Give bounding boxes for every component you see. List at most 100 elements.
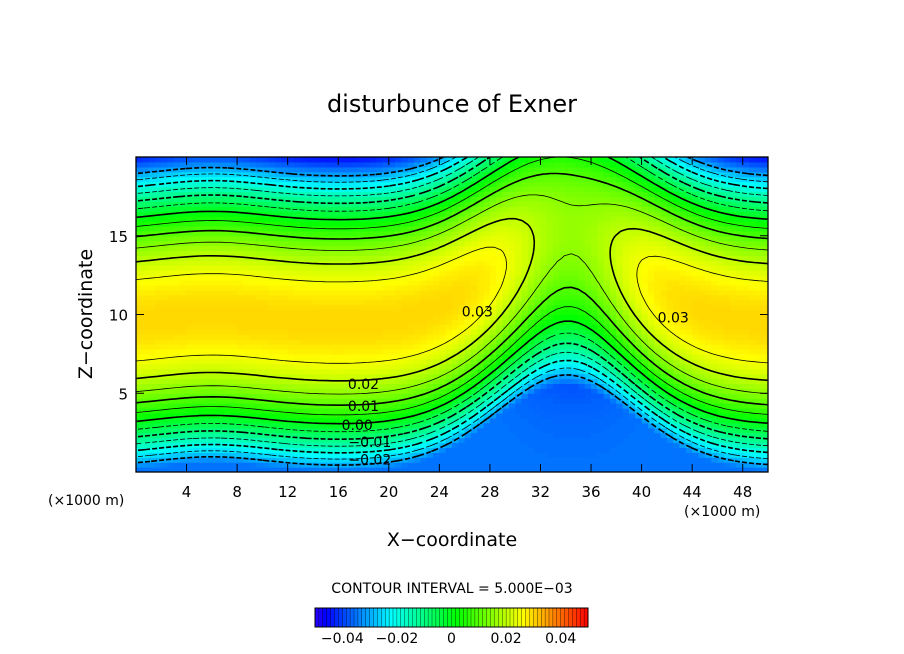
field-cell — [407, 166, 415, 173]
field-cell — [578, 176, 586, 183]
field-cell — [603, 462, 611, 468]
field-cell — [622, 250, 630, 257]
field-cell — [540, 339, 548, 345]
field-cell — [420, 324, 428, 330]
field-cell — [597, 309, 605, 316]
field-cell — [331, 388, 339, 394]
field-cell — [237, 462, 245, 468]
field-cell — [186, 176, 194, 183]
field-cell — [452, 240, 459, 247]
field-cell — [546, 220, 554, 227]
field-cell — [338, 442, 346, 448]
field-cell — [218, 334, 226, 340]
field-cell — [243, 348, 251, 355]
field-cell — [199, 240, 207, 247]
field-cell — [502, 334, 510, 340]
field-cell — [275, 240, 282, 247]
field-cell — [489, 314, 497, 321]
field-cell — [237, 314, 245, 321]
field-cell — [420, 220, 428, 227]
field-cell — [294, 181, 301, 188]
field-cell — [369, 275, 377, 281]
field-cell — [553, 314, 561, 321]
field-cell — [344, 294, 352, 301]
field-cell — [439, 245, 447, 252]
field-cell — [300, 191, 308, 197]
field-cell — [610, 171, 617, 178]
field-cell — [420, 314, 428, 321]
field-cell — [534, 294, 542, 301]
field-cell — [426, 427, 434, 434]
field-cell — [382, 393, 390, 399]
field-cell — [319, 412, 327, 419]
field-cell — [572, 368, 579, 375]
field-cell — [521, 329, 529, 335]
field-cell — [344, 437, 352, 444]
field-cell — [496, 437, 504, 444]
field-cell — [508, 412, 516, 419]
field-cell — [287, 201, 295, 207]
field-cell — [540, 289, 548, 296]
field-cell — [508, 462, 516, 468]
field-cell — [281, 250, 289, 257]
field-cell — [325, 319, 333, 325]
field-cell — [173, 265, 181, 271]
field-cell — [584, 447, 592, 453]
field-cell — [508, 280, 516, 286]
field-cell — [161, 309, 169, 316]
field-cell — [433, 260, 440, 266]
field-cell — [211, 166, 219, 173]
field-cell — [496, 196, 504, 202]
field-cell — [154, 442, 162, 448]
field-cell — [325, 299, 333, 306]
field-cell — [275, 334, 282, 340]
field-cell — [142, 324, 150, 330]
field-cell — [388, 216, 396, 222]
field-cell — [224, 314, 232, 321]
field-cell — [136, 422, 143, 429]
field-cell — [616, 358, 624, 365]
field-cell — [382, 373, 390, 380]
field-cell — [256, 324, 263, 330]
field-cell — [489, 284, 497, 291]
field-cell — [350, 437, 358, 444]
field-cell — [610, 309, 617, 316]
field-cell — [572, 171, 579, 178]
field-cell — [458, 299, 466, 306]
field-cell — [275, 225, 282, 232]
field-cell — [192, 265, 200, 271]
field-cell — [388, 324, 396, 330]
field-cell — [527, 186, 535, 193]
field-cell — [319, 191, 327, 197]
field-cell — [616, 230, 624, 237]
field-cell — [420, 408, 428, 414]
field-cell — [312, 363, 320, 370]
field-cell — [306, 348, 314, 355]
field-cell — [382, 378, 390, 384]
field-cell — [300, 157, 308, 163]
field-cell — [572, 329, 579, 335]
field-cell — [199, 211, 207, 217]
field-cell — [603, 417, 611, 424]
field-cell — [546, 393, 554, 399]
field-cell — [414, 363, 421, 370]
field-cell — [325, 171, 333, 178]
field-cell — [230, 403, 238, 409]
field-cell — [388, 225, 396, 232]
field-cell — [218, 284, 226, 291]
field-cell — [597, 225, 605, 232]
field-cell — [527, 348, 535, 355]
field-cell — [281, 220, 289, 227]
field-cell — [363, 457, 371, 463]
field-cell — [294, 412, 301, 419]
field-cell — [154, 299, 162, 306]
field-cell — [319, 157, 327, 163]
field-cell — [496, 176, 504, 183]
field-cell — [458, 358, 466, 365]
field-cell — [578, 417, 586, 424]
field-cell — [546, 181, 554, 188]
field-cell — [161, 417, 169, 424]
field-cell — [420, 412, 428, 419]
field-cell — [376, 408, 384, 414]
field-cell — [464, 427, 472, 434]
